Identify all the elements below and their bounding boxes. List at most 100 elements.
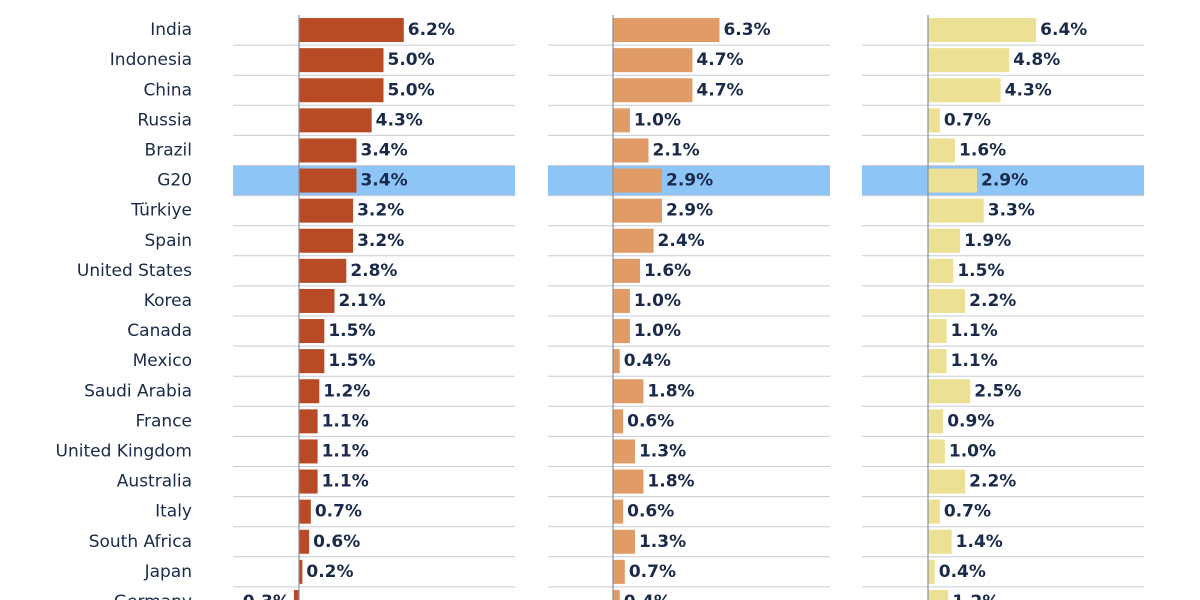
- value-label: 6.3%: [723, 20, 770, 40]
- bar: [613, 529, 635, 554]
- bar: [299, 78, 384, 103]
- country-label: Australia: [117, 472, 192, 492]
- value-label: 4.3%: [376, 110, 423, 130]
- bar: [299, 198, 354, 223]
- bar: [928, 288, 966, 313]
- bar: [928, 559, 935, 584]
- country-label: Spain: [145, 231, 193, 251]
- value-label: 1.5%: [328, 351, 375, 371]
- bar: [299, 258, 347, 283]
- bar: [613, 559, 625, 584]
- value-label: 1.3%: [639, 532, 686, 552]
- bar: [613, 589, 620, 600]
- bar: [613, 349, 620, 374]
- country-label: India: [150, 20, 192, 40]
- country-label: Japan: [144, 562, 192, 582]
- value-label: 0.7%: [944, 110, 991, 130]
- bar: [613, 48, 693, 73]
- bar: [299, 288, 335, 313]
- bar: [928, 439, 945, 464]
- bar: [299, 379, 320, 404]
- bar: [299, 18, 404, 43]
- value-label: 0.9%: [947, 411, 994, 431]
- bar: [928, 469, 966, 494]
- value-label: 2.9%: [666, 171, 713, 191]
- value-label: 2.4%: [658, 231, 705, 251]
- bar: [928, 108, 940, 133]
- bar: [293, 589, 299, 600]
- bar: [613, 288, 630, 313]
- value-label: 1.0%: [949, 441, 996, 461]
- country-label: Canada: [127, 321, 192, 341]
- value-label: 1.8%: [647, 472, 694, 492]
- bar: [613, 379, 644, 404]
- bar: [299, 228, 354, 253]
- value-label: 0.6%: [313, 532, 360, 552]
- value-label: 1.6%: [644, 261, 691, 281]
- value-label: 1.0%: [634, 321, 681, 341]
- bar: [928, 349, 947, 374]
- value-label: 2.9%: [666, 201, 713, 221]
- value-label: 3.3%: [988, 201, 1035, 221]
- value-label: 1.1%: [951, 321, 998, 341]
- value-label: 2.8%: [350, 261, 397, 281]
- value-label: 1.6%: [959, 140, 1006, 160]
- country-label: Brazil: [145, 140, 192, 160]
- country-label: Korea: [144, 291, 192, 311]
- country-label: China: [143, 80, 192, 100]
- bar: [613, 258, 641, 283]
- value-label: 4.7%: [696, 80, 743, 100]
- bar: [928, 198, 984, 223]
- value-label: 1.1%: [951, 351, 998, 371]
- country-label: Germany: [114, 592, 192, 600]
- value-label: 1.0%: [634, 291, 681, 311]
- value-label: 0.7%: [629, 562, 676, 582]
- bar: [613, 228, 654, 253]
- value-label: 4.3%: [1005, 80, 1052, 100]
- country-label: Mexico: [133, 351, 192, 371]
- value-label: 1.4%: [956, 532, 1003, 552]
- value-label: 2.2%: [969, 472, 1016, 492]
- country-label: United Kingdom: [56, 441, 192, 461]
- highlight-band: [233, 165, 515, 196]
- value-label: 4.8%: [1013, 50, 1060, 70]
- value-label: 0.2%: [306, 562, 353, 582]
- value-label: 0.6%: [627, 411, 674, 431]
- value-label: 1.1%: [322, 441, 369, 461]
- bar: [928, 138, 956, 163]
- value-label: 6.4%: [1040, 20, 1087, 40]
- bar: [928, 48, 1010, 73]
- bar: [299, 168, 357, 193]
- value-label: 1.5%: [328, 321, 375, 341]
- bar: [299, 349, 325, 374]
- bar: [299, 529, 310, 554]
- bar: [928, 499, 940, 524]
- highlight-band: [548, 165, 830, 196]
- value-label: 3.4%: [360, 171, 407, 191]
- bar: [613, 138, 649, 163]
- value-label: 0.7%: [944, 502, 991, 522]
- bar: [928, 409, 944, 434]
- value-label: 1.1%: [322, 411, 369, 431]
- bar: [928, 78, 1001, 103]
- value-label: 1.2%: [952, 592, 999, 600]
- bar: [613, 319, 630, 344]
- value-label: 5.0%: [388, 80, 435, 100]
- country-label: Russia: [137, 110, 192, 130]
- bar: [928, 529, 952, 554]
- value-label: 1.1%: [322, 472, 369, 492]
- bar: [613, 409, 624, 434]
- bar: [299, 499, 311, 524]
- bar: [613, 469, 644, 494]
- value-label: 1.0%: [634, 110, 681, 130]
- country-label: Saudi Arabia: [84, 381, 192, 401]
- bar: [928, 319, 947, 344]
- country-label: Indonesia: [110, 50, 192, 70]
- country-label: G20: [157, 171, 192, 191]
- bar: [613, 439, 635, 464]
- country-label: Türkiye: [130, 201, 192, 221]
- bar: [299, 108, 372, 133]
- bar: [928, 258, 954, 283]
- value-label: 2.5%: [974, 381, 1021, 401]
- value-label: 4.7%: [696, 50, 743, 70]
